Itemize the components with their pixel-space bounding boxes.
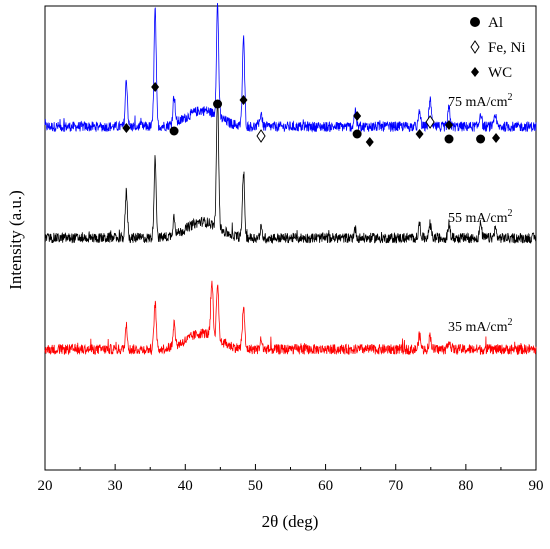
feni-marker-icon (256, 129, 266, 143)
x-axis-ticks: 20 30 40 50 60 70 80 90 (38, 464, 544, 494)
legend-wc-icon (471, 67, 479, 77)
x-axis-label: 2θ (deg) (262, 512, 319, 531)
x-tick-label: 90 (529, 478, 544, 494)
legend-feni-icon (470, 40, 480, 54)
x-tick-label: 20 (38, 478, 53, 494)
wc-marker-icon (151, 82, 160, 92)
legend-label: WC (488, 65, 512, 81)
series-label: 35 mA/cm2 (448, 317, 513, 335)
series-group: 75 mA/cm2 55 mA/cm2 35 mA/cm2 (44, 3, 537, 356)
legend-label: Al (488, 15, 503, 31)
x-tick-label: 30 (108, 478, 123, 494)
wc-marker-icon (353, 111, 362, 121)
wc-marker-icon (365, 137, 374, 147)
series-line (44, 100, 537, 245)
wc-marker-icon (239, 95, 248, 105)
series-label: 75 mA/cm2 (448, 92, 513, 110)
series-line (44, 280, 537, 356)
series-line (44, 3, 537, 133)
y-axis-label: Intensity (a.u.) (6, 190, 25, 290)
wc-marker-icon (122, 123, 131, 133)
al-marker-icon (476, 134, 486, 144)
legend: Al Fe, Ni WC (470, 15, 526, 81)
legend-label: Fe, Ni (488, 40, 526, 56)
al-marker-icon (213, 99, 223, 109)
series-label: 55 mA/cm2 (448, 208, 513, 226)
wc-marker-icon (415, 129, 424, 139)
wc-marker-icon (492, 133, 501, 143)
al-marker-icon (444, 134, 454, 144)
x-tick-label: 60 (318, 478, 333, 494)
x-tick-label: 70 (388, 478, 403, 494)
x-tick-label: 50 (248, 478, 263, 494)
al-marker-icon (352, 129, 362, 139)
feni-marker-icon (425, 115, 435, 129)
x-tick-label: 80 (458, 478, 473, 494)
wc-marker-icon (445, 120, 454, 130)
al-marker-icon (169, 126, 179, 136)
phase-markers (122, 82, 501, 147)
legend-al-icon (470, 17, 480, 27)
x-tick-label: 40 (178, 478, 193, 494)
